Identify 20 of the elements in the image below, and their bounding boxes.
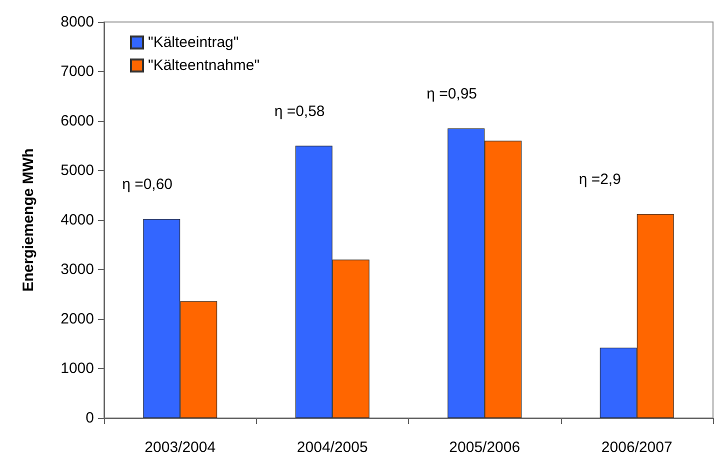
x-tick-label: 2004/2005 <box>296 439 368 456</box>
annotation: η =0,60 <box>122 176 173 194</box>
annotation: η =0,58 <box>274 102 325 120</box>
y-tick-label: 7000 <box>60 63 94 80</box>
y-tick-label: 1000 <box>60 360 94 377</box>
y-tick-label: 5000 <box>60 162 94 179</box>
legend-label: "Kälteeintrag" <box>148 34 239 51</box>
x-tick-label: 2006/2007 <box>601 439 672 456</box>
annotation: η =0,95 <box>426 85 478 102</box>
x-tick-label: 2003/2004 <box>144 439 216 456</box>
y-tick-label: 0 <box>86 410 94 426</box>
legend-label: "Kälteentnahme" <box>148 57 260 74</box>
x-tick-label: 2005/2006 <box>449 439 520 456</box>
y-tick-label: 2000 <box>60 310 94 328</box>
y-axis-title: Energiemenge MWh <box>20 148 37 292</box>
y-tick-label: 4000 <box>60 212 94 228</box>
y-tick-label: 3000 <box>60 261 94 278</box>
y-tick-label: 8000 <box>60 14 94 30</box>
y-tick-label: 6000 <box>60 112 94 130</box>
annotation: η =2,9 <box>578 171 621 188</box>
